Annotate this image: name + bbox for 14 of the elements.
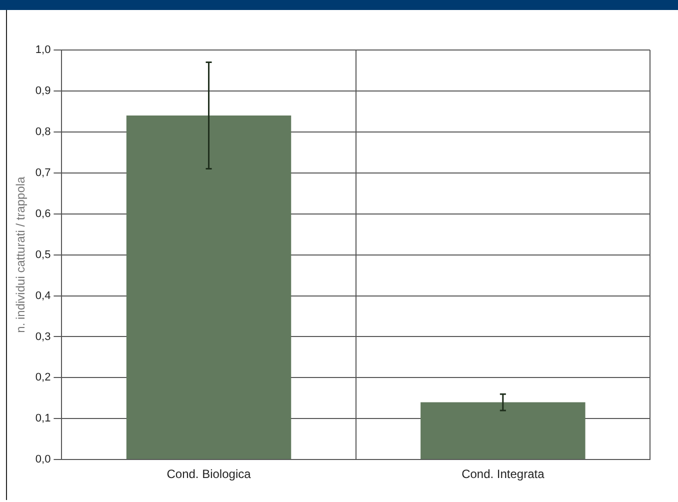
y-tick-label: 0,7 xyxy=(35,166,51,179)
y-tick-label: 0,0 xyxy=(35,454,51,466)
y-axis-title: n. individui catturati / trappola xyxy=(14,176,28,333)
y-tick-label: 0,5 xyxy=(35,248,51,261)
y-tick-label: 0,3 xyxy=(35,330,51,343)
y-tick-label: 1,0 xyxy=(35,44,51,56)
x-tick-label: Cond. Integrata xyxy=(462,467,545,482)
y-tick-label: 0,1 xyxy=(35,412,51,425)
y-tick-label: 0,9 xyxy=(35,84,51,97)
x-tick-label: Cond. Biologica xyxy=(166,467,252,482)
y-tick-label: 0,2 xyxy=(35,372,51,384)
y-tick-label: 0,6 xyxy=(35,208,51,220)
y-tick-label: 0,4 xyxy=(35,290,51,302)
y-tick-label: 0,8 xyxy=(35,126,51,138)
